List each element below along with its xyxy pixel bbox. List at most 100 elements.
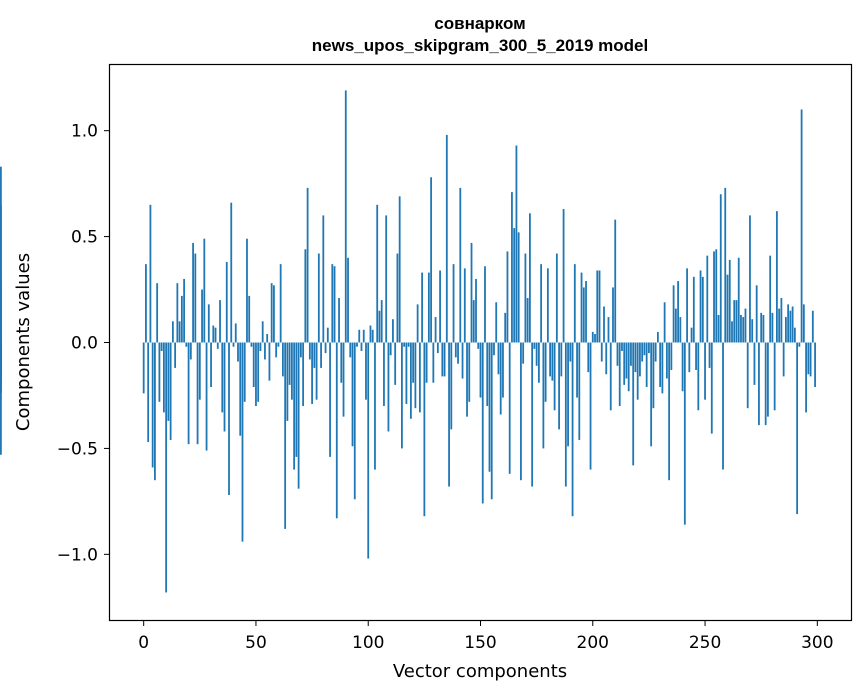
bar-228 [654,342,657,362]
bar-172 [529,213,531,343]
bar-131 [436,342,439,354]
bar-203 [598,270,601,343]
bar-30 [210,342,212,387]
bar-119 [409,342,412,419]
bar-277 [764,342,767,426]
bar-24 [196,342,199,445]
bar-22 [192,242,194,343]
bar-17 [180,295,183,343]
bar-249 [701,276,704,343]
bar-205 [603,306,605,343]
bar-264 [735,300,738,343]
bar-110 [389,342,392,356]
bar-231 [661,342,664,394]
bar-181 [549,342,552,377]
bar-undefined [0,283,2,343]
bar-295 [805,342,807,413]
bar-29 [207,304,210,343]
bar-271 [751,319,754,343]
bar-186 [560,342,563,377]
bar-53 [261,321,264,343]
bar-105 [378,310,381,343]
bar-211 [616,342,619,366]
bar-133 [441,342,444,377]
bar-99 [365,342,367,400]
bar-185 [558,342,560,430]
x-tick-label: 50 [245,633,267,653]
bar-73 [306,187,309,343]
bar-95 [356,342,358,347]
bar-81 [324,342,327,354]
bar-191 [571,342,574,517]
bar-280 [771,312,774,343]
bar-235 [670,342,673,371]
bar-117 [405,342,408,404]
bar-34 [219,300,221,343]
bar-52 [259,342,262,351]
bar-272 [753,342,756,385]
bar-138 [452,264,455,343]
bar-145 [468,342,471,402]
bar-250 [704,342,706,400]
bar-241 [683,342,686,525]
bar-245 [692,276,695,343]
bar-176 [537,342,540,383]
bar-225 [648,342,650,354]
bar-21 [189,342,192,360]
bar-171 [526,298,529,343]
bar-292 [798,342,801,347]
x-tick-label: 300 [801,633,833,653]
bar-157 [495,302,498,343]
bar-156 [493,342,495,356]
bar-239 [679,317,682,343]
bar-279 [769,255,772,343]
y-axis-label: Components values [13,253,34,431]
bar-159 [499,342,502,415]
bar-38 [228,342,230,496]
bar-200 [591,331,594,343]
bar-94 [353,342,356,500]
bar-173 [531,342,534,487]
bar-116 [403,342,406,347]
bar-18 [183,278,185,343]
bar-242 [686,268,688,343]
bar-13 [171,321,174,343]
bar-148 [475,278,477,343]
bar-182 [551,342,554,381]
bar-281 [773,342,776,411]
bar-188 [564,342,567,487]
bar-69 [297,342,300,489]
bar-158 [497,342,500,375]
bar-71 [302,342,305,407]
bar-51 [257,342,260,402]
bar-208 [609,342,612,411]
bar-175 [535,342,538,366]
bar-109 [387,342,390,432]
bar-4 [151,342,154,468]
bar-141 [459,187,462,343]
bar-163 [508,342,511,474]
bar-153 [486,342,489,407]
bar-124 [421,272,424,343]
bar-204 [600,342,603,362]
bar-183 [553,342,556,411]
bar-10 [165,342,168,593]
bar-251 [706,255,709,343]
bar-284 [780,298,783,343]
bar-247 [697,342,700,411]
bar-78 [317,253,320,343]
bar-299 [814,342,816,387]
bar-121 [414,342,417,409]
bar-57 [270,283,273,343]
bar-6 [156,283,159,343]
bar-144 [466,342,468,417]
bar-80 [322,215,325,343]
bar-220 [636,342,639,400]
bar-293 [800,109,803,343]
y-tick-label: 0.5 [71,228,98,248]
bar-44 [241,342,244,542]
x-tick-label: 150 [464,633,496,653]
bar-96 [358,329,361,343]
bar-127 [427,272,430,343]
bar-2 [147,342,150,443]
